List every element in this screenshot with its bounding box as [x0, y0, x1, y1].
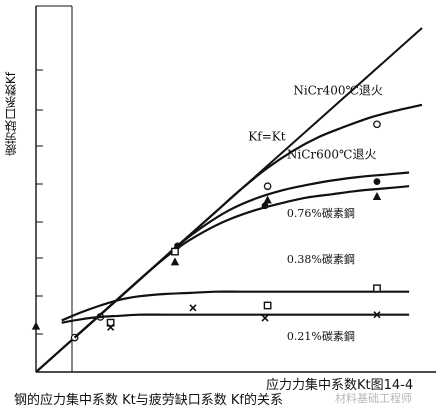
series-6-line — [61, 313, 410, 324]
series-6-point-3-b — [261, 314, 269, 322]
series-2-label: NiCr400℃退火 — [293, 84, 383, 98]
series-5-point-3 — [263, 301, 272, 310]
series-6-point-4-b — [373, 311, 381, 319]
series-5-point-2 — [171, 247, 179, 256]
series-4-line — [73, 185, 410, 339]
series-3-label: NiCr600℃退火 — [287, 148, 377, 162]
series-6-point-1-b — [107, 323, 115, 331]
series-5-label: 0.38%碳素鋼 — [287, 252, 355, 266]
series-4-point-2 — [170, 257, 180, 266]
series-4-label: 0.76%碳素鋼 — [287, 206, 355, 220]
figure-caption: 钢的应力集中系数 Kt与疲劳缺口系数 Kf的关系 — [14, 393, 283, 408]
x-axis-label: 应力力集中系数Kt图14-4 — [266, 378, 414, 393]
y-axis-label: 疲劳缺口系数Kf — [4, 72, 18, 157]
series-6-point-2-b — [189, 304, 197, 312]
series-4-point-1 — [31, 321, 41, 330]
series-3-line — [73, 171, 410, 339]
series-3-point-3 — [373, 178, 381, 186]
series-2-point-3 — [263, 182, 272, 191]
series-2-line — [35, 103, 423, 373]
series-2-point-4 — [373, 120, 381, 129]
watermark: 材料基础工程师 — [335, 392, 412, 405]
series-4-point-3 — [263, 195, 272, 204]
series-5-point-1 — [106, 318, 115, 327]
series-6-label: 0.21%碳素鋼 — [287, 329, 355, 343]
series-5-point-4 — [373, 284, 381, 293]
series-5-line — [61, 290, 410, 322]
series-1-label: Kf=Kt — [248, 129, 285, 143]
series-4-point-4 — [372, 192, 382, 201]
